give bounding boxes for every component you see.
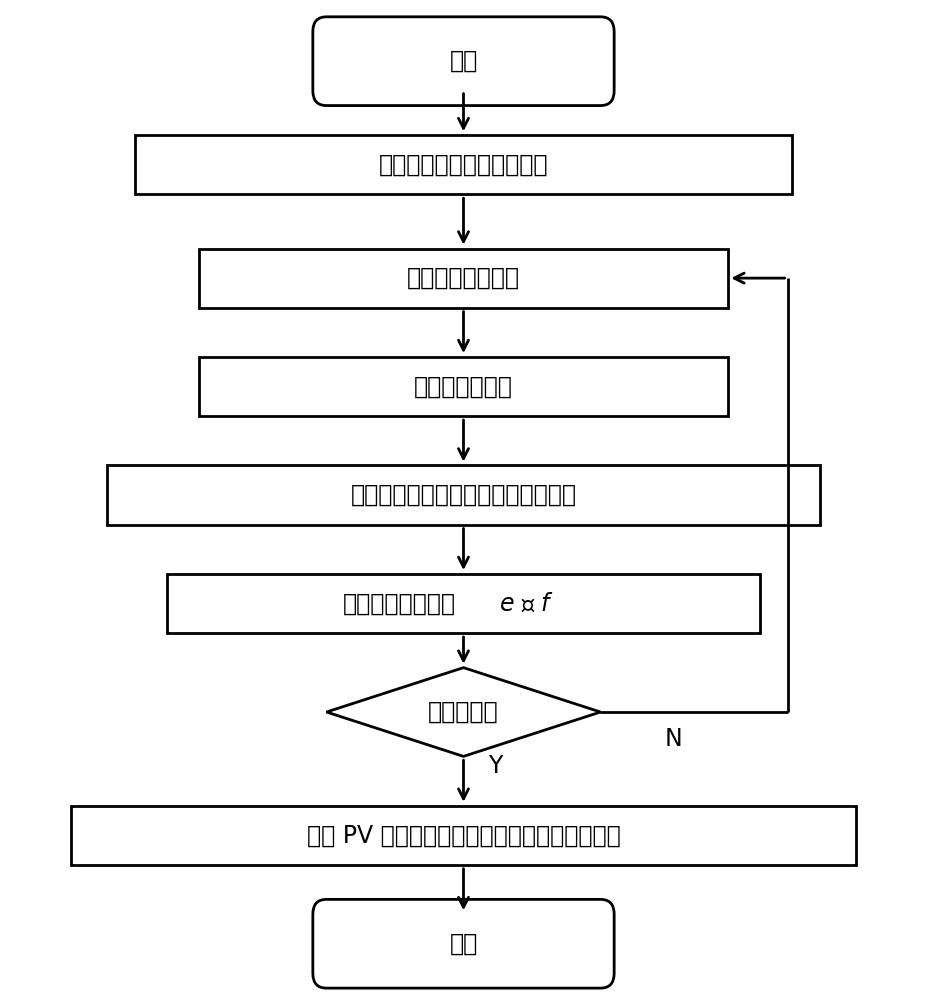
Text: 是否收敛？: 是否收敛？ xyxy=(428,700,499,724)
Bar xyxy=(198,357,729,416)
Text: 形成雅可比矩阵: 形成雅可比矩阵 xyxy=(414,375,513,399)
FancyBboxPatch shape xyxy=(312,17,615,106)
Text: N: N xyxy=(665,727,682,751)
Bar xyxy=(198,249,729,308)
Text: 计算 PV 节点和平衡节点功率及支路功率并输出: 计算 PV 节点和平衡节点功率及支路功率并输出 xyxy=(307,823,620,847)
Text: Y: Y xyxy=(489,754,502,778)
Text: 形成节点导纳矩阵: 形成节点导纳矩阵 xyxy=(407,266,520,290)
Bar xyxy=(70,806,857,865)
Bar xyxy=(167,574,760,633)
FancyBboxPatch shape xyxy=(312,899,615,988)
Text: 结束: 结束 xyxy=(450,932,477,956)
Bar xyxy=(108,465,819,525)
Text: 解修正方程及修正: 解修正方程及修正 xyxy=(343,592,456,616)
Text: $e$ 和 $f$: $e$ 和 $f$ xyxy=(491,592,554,616)
Text: 原始数据输入和电压初始化: 原始数据输入和电压初始化 xyxy=(379,153,548,177)
Text: 计算节点功率及功率偏差和电压偏差: 计算节点功率及功率偏差和电压偏差 xyxy=(350,483,577,507)
Bar xyxy=(134,135,793,194)
Polygon shape xyxy=(326,668,601,756)
Text: 开始: 开始 xyxy=(450,49,477,73)
